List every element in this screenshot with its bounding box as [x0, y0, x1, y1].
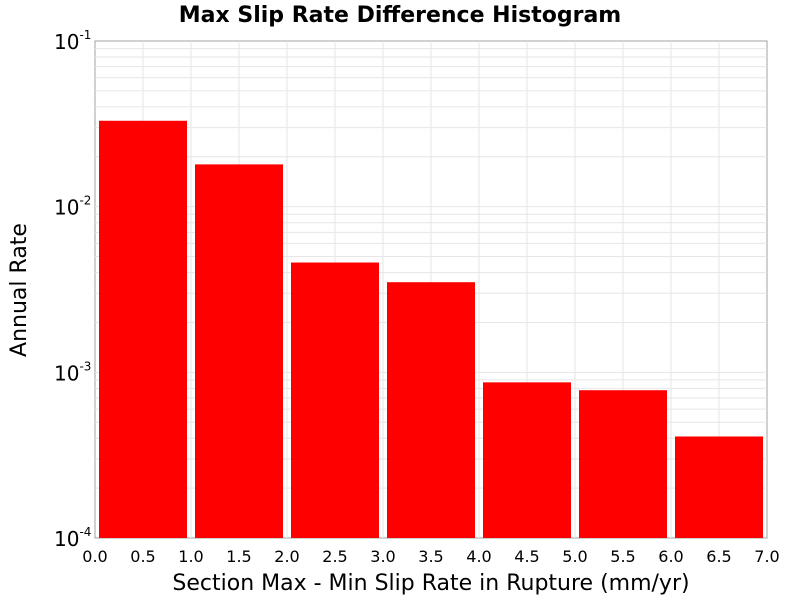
- x-tick-label: 4.5: [514, 547, 539, 566]
- histogram-bar: [291, 262, 379, 538]
- y-axis-label: Annual Rate: [7, 223, 32, 357]
- chart-title: Max Slip Rate Difference Histogram: [179, 3, 621, 28]
- x-tick-label: 5.0: [562, 547, 587, 566]
- x-tick-label: 6.0: [658, 547, 683, 566]
- y-tick-label: 10-4: [54, 525, 91, 551]
- histogram-bar: [195, 164, 283, 538]
- y-tick-label: 10-2: [54, 194, 91, 220]
- y-tick-labels: 10-1 10-2 10-3 10-4: [54, 28, 91, 551]
- x-tick-label: 3.5: [418, 547, 443, 566]
- x-tick-label: 3.0: [370, 547, 395, 566]
- y-tick-label: 10-1: [54, 28, 91, 54]
- x-tick-label: 2.0: [274, 547, 299, 566]
- x-tick-label: 1.5: [226, 547, 251, 566]
- x-tick-label: 5.5: [610, 547, 635, 566]
- x-tick-label: 4.0: [466, 547, 491, 566]
- histogram-bar: [99, 120, 187, 539]
- x-axis-label: Section Max - Min Slip Rate in Rupture (…: [172, 571, 689, 596]
- x-tick-label: 1.0: [178, 547, 203, 566]
- x-tick-label: 0.5: [130, 547, 155, 566]
- x-tick-label: 2.5: [322, 547, 347, 566]
- y-tick-label: 10-3: [54, 359, 91, 385]
- x-tick-labels: 0.0 0.5 1.0 1.5 2.0 2.5 3.0 3.5 4.0 4.5 5.0 5.5 6.0 6…: [82, 547, 779, 566]
- histogram-bar: [387, 282, 475, 538]
- x-tick-label: 7.0: [754, 547, 779, 566]
- x-tick-label: 0.0: [82, 547, 107, 566]
- x-tick-label: 6.5: [706, 547, 731, 566]
- bars-group: [99, 120, 763, 539]
- histogram-bar: [579, 390, 667, 538]
- histogram-bar: [675, 436, 763, 538]
- histogram-bar: [483, 382, 571, 538]
